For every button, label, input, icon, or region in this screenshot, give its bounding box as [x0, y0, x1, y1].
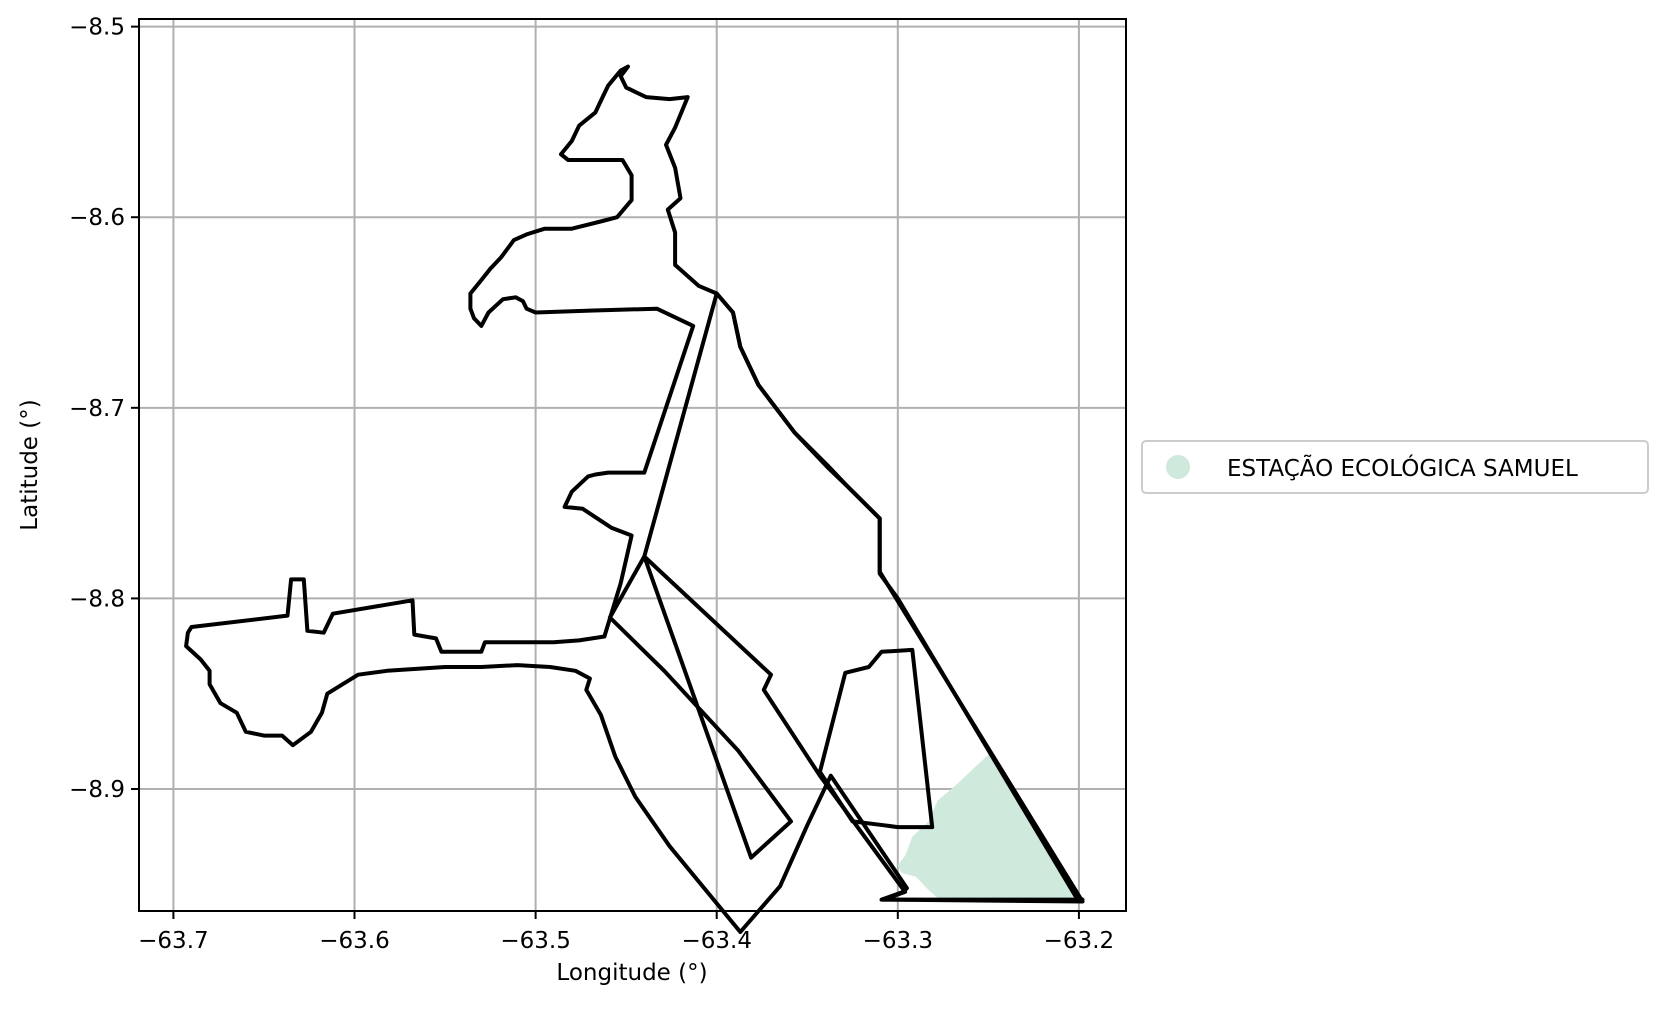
inner-parcel-b — [607, 554, 793, 860]
y-tick-label: −8.7 — [69, 396, 125, 422]
x-tick-label: −63.4 — [681, 928, 751, 954]
y-axis-ticks: −8.5 −8.6 −8.7 −8.8 −8.9 — [69, 15, 139, 803]
plot-frame — [138, 18, 1127, 912]
legend-label: ESTAÇÃO ECOLÓGICA SAMUEL — [1227, 454, 1578, 482]
legend: ESTAÇÃO ECOLÓGICA SAMUEL — [1141, 440, 1649, 494]
x-tick-label: −63.7 — [138, 928, 208, 954]
legend-box — [1141, 440, 1649, 494]
x-tick-label: −63.2 — [1044, 928, 1114, 954]
x-axis-ticks: −63.7 −63.6 −63.5 −63.4 −63.3 −63.2 — [138, 911, 1114, 954]
y-tick-label: −8.5 — [69, 15, 125, 41]
x-tick-label: −63.5 — [500, 928, 570, 954]
y-tick-label: −8.6 — [69, 205, 125, 231]
boundary-lines — [184, 64, 1085, 934]
grid-lines — [139, 19, 1126, 911]
inner-parcel-a — [642, 291, 1085, 902]
y-axis-label: Latitude (°) — [17, 399, 43, 530]
legend-marker — [1166, 455, 1190, 479]
x-tick-label: −63.3 — [863, 928, 933, 954]
estacao-ecologica-samuel-area — [897, 754, 1081, 902]
y-tick-label: −8.9 — [69, 777, 125, 803]
inner-parcel-c — [817, 647, 935, 830]
x-axis-label: Longitude (°) — [556, 960, 707, 986]
x-tick-label: −63.6 — [319, 928, 389, 954]
y-tick-label: −8.8 — [69, 586, 125, 612]
